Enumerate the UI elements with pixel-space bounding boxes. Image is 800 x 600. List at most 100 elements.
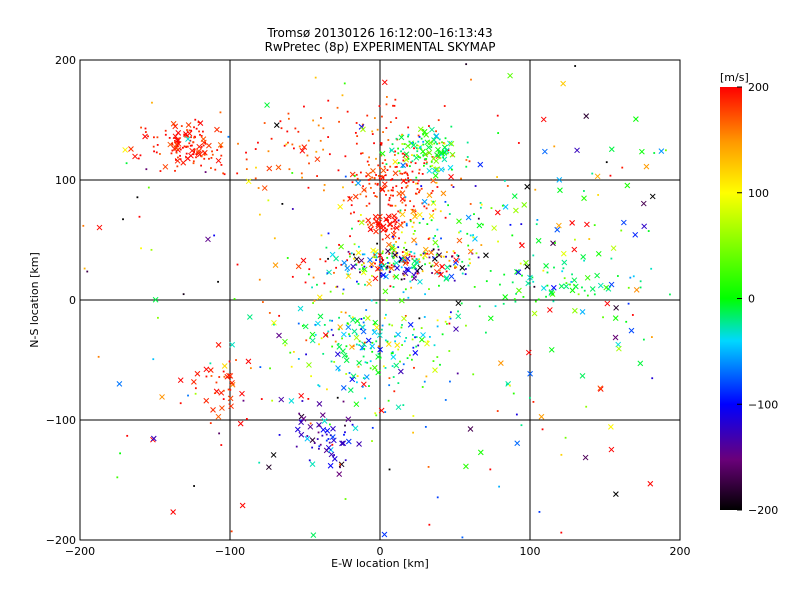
data-point-dot [179, 148, 182, 151]
data-point-dot [511, 234, 514, 237]
data-point-dot [174, 139, 176, 142]
data-point-x [420, 332, 426, 338]
data-point-dot [328, 153, 331, 156]
data-point-dot [390, 189, 393, 192]
data-point-dot [384, 186, 387, 189]
data-point-x [394, 265, 400, 271]
data-point-dot [401, 152, 404, 155]
data-point-x [159, 394, 165, 400]
data-point-dot [450, 125, 453, 128]
data-point-dot [358, 340, 361, 343]
data-point-x [304, 435, 311, 442]
data-point-dot [408, 253, 411, 256]
data-point-dot [391, 324, 394, 327]
data-point-dot [307, 139, 310, 142]
data-point-x [330, 425, 336, 432]
data-point-dot [307, 186, 310, 189]
data-point-dot [281, 202, 284, 205]
data-point-dot [190, 136, 192, 139]
data-point-dot [458, 258, 461, 261]
data-point-x [424, 340, 430, 347]
data-point-dot [413, 255, 416, 258]
data-point-dot [577, 293, 580, 296]
data-point-x [385, 248, 391, 254]
data-point-dot [305, 339, 308, 342]
data-point-dot [126, 434, 129, 437]
data-point-x [515, 269, 522, 276]
data-point-dot [371, 440, 373, 442]
data-point-dot [301, 400, 304, 402]
data-point-dot [392, 235, 394, 238]
data-point-x [345, 273, 352, 279]
data-point-dot [400, 150, 402, 153]
data-point-x [341, 352, 348, 359]
data-point-dot [227, 388, 230, 391]
data-point-x [411, 263, 417, 270]
data-point-x [316, 400, 323, 407]
data-point-dot [313, 299, 316, 302]
data-point-x [340, 385, 347, 391]
data-point-x [467, 426, 474, 432]
data-point-dot [375, 195, 378, 198]
data-point-dot [346, 270, 349, 273]
data-point-dot [349, 235, 351, 238]
data-point-dot [311, 446, 314, 449]
data-point-dot [369, 186, 372, 189]
data-point-x [195, 148, 202, 154]
y-tick-label: −200 [46, 534, 76, 547]
data-point-x [195, 150, 202, 157]
data-point-dot [387, 399, 390, 402]
data-point-x [398, 368, 404, 375]
data-point-x [380, 167, 387, 174]
data-point-dot [374, 182, 377, 185]
data-point-dot [436, 186, 439, 188]
data-point-dot [430, 265, 433, 268]
data-point-dot [138, 215, 141, 218]
data-point-dot [629, 276, 632, 279]
data-point-dot [455, 266, 458, 269]
data-point-x [399, 297, 405, 304]
data-point-x [142, 133, 148, 140]
data-point-dot [383, 317, 386, 320]
data-point-dot [211, 153, 214, 156]
data-point-x [581, 195, 587, 202]
data-point-x [353, 401, 360, 408]
data-point-dot [425, 161, 428, 164]
data-point-x [384, 233, 391, 240]
data-point-x [307, 423, 314, 430]
data-point-dot [318, 343, 320, 346]
data-point-dot [214, 392, 217, 394]
data-point-dot [320, 337, 323, 340]
data-point-dot [384, 229, 387, 232]
data-point-x [556, 177, 563, 183]
data-point-dot [136, 196, 139, 199]
data-point-dot [382, 131, 384, 133]
data-point-dot [308, 162, 310, 165]
data-point-x [524, 263, 531, 270]
data-point-x [203, 397, 210, 404]
data-point-dot [517, 142, 520, 144]
data-point-dot [431, 272, 433, 274]
data-point-dot [497, 132, 500, 134]
data-point-dot [351, 423, 354, 426]
data-point-dot [419, 253, 422, 256]
data-point-dot [377, 164, 380, 167]
data-point-x [353, 334, 360, 341]
data-point-dot [353, 174, 356, 177]
data-point-dot [591, 172, 594, 175]
data-point-dot [413, 230, 416, 232]
data-point-dot [388, 377, 391, 380]
data-point-dot [468, 160, 471, 163]
data-point-dot [430, 160, 433, 163]
data-point-x [328, 451, 335, 458]
x-tick-label: 0 [377, 545, 384, 558]
data-point-x [525, 349, 532, 356]
data-point-x [613, 491, 619, 497]
data-point-dot [385, 163, 388, 166]
data-point-x [616, 345, 622, 352]
data-point-x [288, 398, 295, 404]
data-point-x [317, 313, 324, 320]
data-point-dot [469, 203, 472, 205]
data-point-dot [194, 387, 197, 390]
data-point-dot [218, 376, 221, 378]
